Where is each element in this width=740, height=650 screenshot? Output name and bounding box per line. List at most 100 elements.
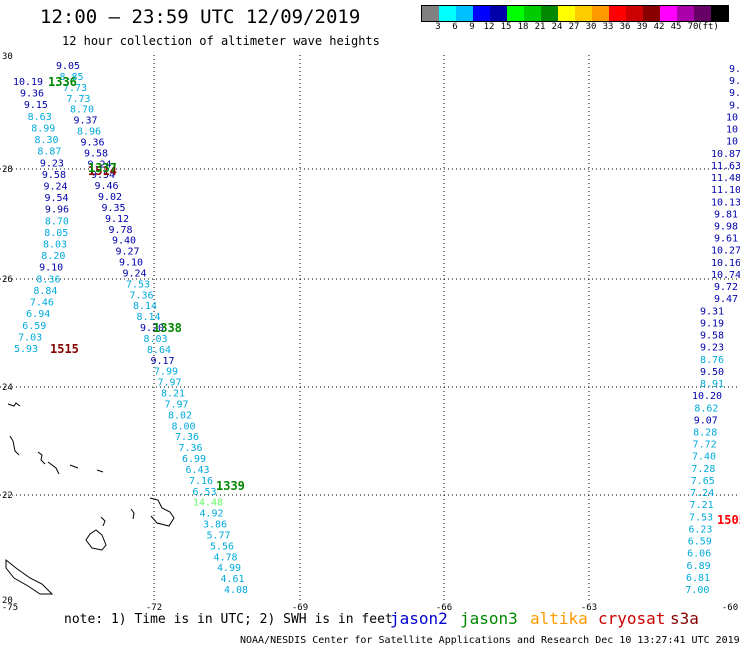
wave-height-value: 9.20 <box>140 323 164 334</box>
lat-label: 26 <box>2 275 13 285</box>
wave-height-value: 9.9 <box>729 100 740 111</box>
wave-height-value: 9.23 <box>40 158 64 169</box>
legend-swatch <box>490 6 507 21</box>
legend-swatch <box>541 6 558 21</box>
wave-height-value: 9.35 <box>101 203 125 214</box>
map-grid: 30 28 26 24 22 20-75 -72 -69 -66 -63 -60 <box>0 52 740 613</box>
wave-height-value: 8.64 <box>147 345 171 356</box>
wave-height-value: 9.58 <box>700 331 724 342</box>
legend-swatch <box>473 6 490 21</box>
wave-height-value: 4.08 <box>224 585 248 596</box>
legend-swatch <box>643 6 660 21</box>
legend-swatch <box>507 6 524 21</box>
wave-height-value: 8.30 <box>34 135 58 146</box>
wave-height-value: 10.19 <box>13 77 43 88</box>
wave-height-value: 7.40 <box>692 452 716 463</box>
wave-height-value: 7.53 <box>689 512 713 523</box>
wave-height-value: 9.54 <box>91 170 115 181</box>
wave-height-value: 4.78 <box>213 552 237 563</box>
page-subtitle: 12 hour collection of altimeter wave hei… <box>62 34 380 48</box>
wave-height-value: 7.36 <box>129 290 153 301</box>
legend-label: 27 <box>568 22 580 32</box>
legend-label: 12 <box>483 22 495 32</box>
wave-height-value: 8.70 <box>70 105 94 116</box>
footer-note: note: 1) Time is in UTC; 2) SWH is in fe… <box>64 612 393 627</box>
wave-height-value: 9.07 <box>694 415 718 426</box>
lon-label: -69 <box>292 603 308 613</box>
legend-label: 18 <box>517 22 529 32</box>
wave-height-value: 9.10 <box>39 263 63 274</box>
pass-label: 1505 <box>717 513 740 527</box>
wave-height-value: 11.63 <box>711 161 740 172</box>
wave-height-value: 9.12 <box>105 214 129 225</box>
wave-height-value: 9.54 <box>44 193 68 204</box>
wave-height-value: 9.02 <box>98 192 122 203</box>
color-legend-labels: 3 6 9 12 15 18 21 24 27 30 33 36 39 42 45 70 (ft) <box>421 22 740 34</box>
wave-height-value: 8.91 <box>700 379 724 390</box>
wave-height-value: 8.85 <box>59 72 83 83</box>
wave-height-value: 4.61 <box>220 574 244 585</box>
wave-height-value: 7.21 <box>690 500 714 511</box>
wave-height-value: 7.03 <box>18 332 42 343</box>
lat-label: 20 <box>2 596 13 606</box>
satellite-label-jason3: jason3 <box>460 609 518 628</box>
island-outline <box>149 497 175 527</box>
legend-swatch <box>609 6 626 21</box>
wave-height-value: 9.17 <box>150 356 174 367</box>
wave-height-value: 8.63 <box>28 112 52 123</box>
wave-height-value: 3.86 <box>203 520 227 531</box>
legend-swatch <box>711 6 728 21</box>
wave-height-value: 6.59 <box>22 321 46 332</box>
legend-swatch <box>456 6 473 21</box>
pass-label: 1336 <box>48 75 77 89</box>
wave-height-value: 6.99 <box>182 454 206 465</box>
wave-height-value: 9.58 <box>42 170 66 181</box>
wave-height-value: 9.27 <box>115 247 139 258</box>
pass-label: 1515 <box>50 342 79 356</box>
lon-label: -66 <box>436 603 452 613</box>
wave-height-value: 9.31 <box>700 306 724 317</box>
wave-height-value: 8.20 <box>41 251 65 262</box>
wave-height-value: 6.59 <box>688 537 712 548</box>
legend-label: 42 <box>653 22 665 32</box>
wave-height-value: 7.53 <box>126 279 150 290</box>
wave-height-value: 7.97 <box>164 399 188 410</box>
wave-height-value: 8.76 <box>700 355 724 366</box>
satellite-label-s3a: s3a <box>670 609 699 628</box>
wave-height-value: 9.81 <box>714 209 738 220</box>
wave-height-value: 10.8 <box>726 137 740 148</box>
legend-swatch <box>677 6 694 21</box>
wave-height-value: 8.03 <box>43 240 67 251</box>
legend-label: 15 <box>500 22 512 32</box>
wave-height-value: 9.05 <box>56 61 80 72</box>
wave-height-value: 9.24 <box>87 159 111 170</box>
island-outline <box>100 516 106 527</box>
wave-height-value: 8.99 <box>31 123 55 134</box>
wave-height-value: 6.89 <box>687 561 711 572</box>
wave-height-value: 9.9 <box>729 64 740 75</box>
wave-height-value: 7.24 <box>690 488 714 499</box>
wave-height-value: 9.98 <box>714 222 738 233</box>
wave-height-value: 9.8 <box>729 76 740 87</box>
legend-label: 24 <box>551 22 563 32</box>
wave-height-value: 8.21 <box>161 389 185 400</box>
legend-label: 33 <box>602 22 614 32</box>
legend-swatch <box>660 6 677 21</box>
wave-height-value: 9.50 <box>700 367 724 378</box>
wave-height-value: 7.73 <box>63 83 87 94</box>
wave-height-value: 9.96 <box>45 205 69 216</box>
wave-height-value: 10.20 <box>692 391 722 402</box>
lat-label: 22 <box>2 491 13 501</box>
legend-label: 21 <box>534 22 546 32</box>
footer-credit: NOAA/NESDIS Center for Satellite Applica… <box>240 635 740 646</box>
pass-label: 1339 <box>216 479 245 493</box>
island-outline <box>7 402 21 407</box>
wave-height-value: 6.23 <box>688 524 712 535</box>
legend-label: 45 <box>670 22 682 32</box>
wave-height-value: 8.03 <box>143 334 167 345</box>
wave-height-value: 14.48 <box>193 498 223 509</box>
legend-label: (ft) <box>697 22 719 32</box>
island-outline <box>9 435 20 456</box>
wave-height-value: 4.92 <box>199 509 223 520</box>
